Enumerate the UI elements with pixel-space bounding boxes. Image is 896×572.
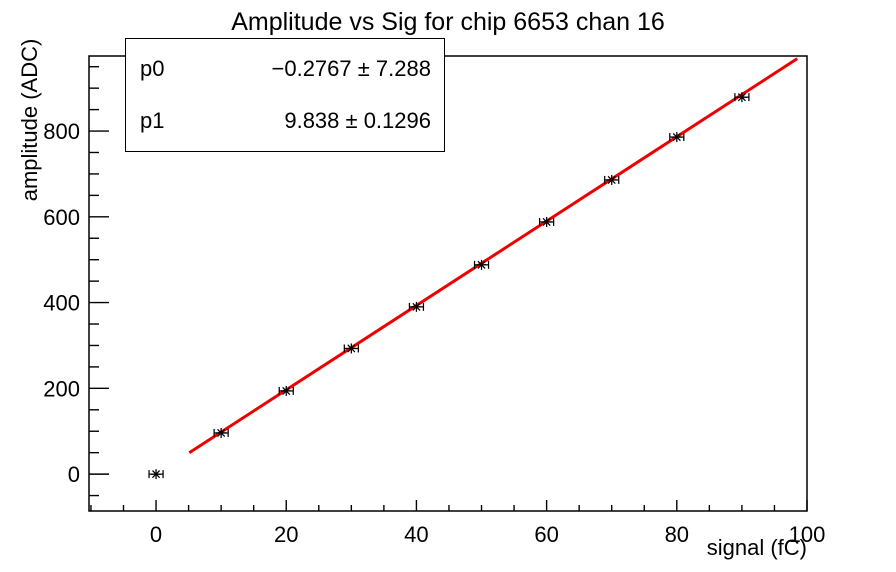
marker-asterisk-diagonal	[152, 470, 161, 479]
fit-param-p0-value: −0.2767 ± 7.288	[271, 56, 432, 81]
data-point	[278, 385, 294, 396]
y-axis-tick-label: 600	[43, 205, 80, 230]
x-axis-tick-label: 100	[789, 522, 826, 547]
marker-asterisk-diagonal	[477, 260, 486, 269]
marker-asterisk-diagonal	[542, 217, 551, 227]
fit-stats-box: p0 −0.2767 ± 7.288 p1 9.838 ± 0.1296	[125, 38, 445, 152]
data-point	[604, 174, 620, 185]
marker-asterisk-diagonal	[737, 93, 746, 102]
y-axis-title: amplitude (ADC)	[17, 39, 42, 202]
fit-param-p1-value: 9.838 ± 0.1296	[284, 108, 431, 133]
data-point	[408, 301, 425, 312]
data-point	[473, 259, 490, 270]
plot-frame	[88, 55, 808, 512]
data-point	[669, 132, 685, 143]
data-point	[148, 469, 164, 480]
x-axis-tick-label: 0	[150, 522, 162, 547]
stats-row-p0: p0 −0.2767 ± 7.288	[126, 56, 444, 82]
marker-asterisk-diagonal	[217, 428, 226, 437]
x-axis-tick-label: 40	[404, 522, 428, 547]
y-axis-tick-label: 800	[43, 119, 80, 144]
fit-param-p0-name: p0	[140, 56, 165, 81]
marker-asterisk-diagonal	[347, 344, 356, 353]
x-axis-tick-label: 60	[534, 522, 558, 547]
x-axis-tick-label: 20	[274, 522, 298, 547]
data-point	[538, 216, 555, 227]
marker-asterisk-diagonal	[412, 302, 421, 311]
y-axis-tick-label: 0	[68, 462, 80, 487]
chart-title: Amplitude vs Sig for chip 6653 chan 16	[231, 8, 665, 36]
data-point	[213, 427, 229, 438]
fit-param-p1-name: p1	[140, 108, 165, 133]
data-point	[734, 92, 750, 103]
fit-line	[188, 57, 799, 454]
marker-asterisk-diagonal	[282, 386, 291, 395]
marker-asterisk-diagonal	[607, 175, 616, 184]
y-axis-tick-label: 200	[43, 376, 80, 401]
stats-row-p1: p1 9.838 ± 0.1296	[126, 108, 444, 134]
x-axis-title: signal (fC)	[707, 535, 807, 560]
x-axis-tick-label: 80	[665, 522, 689, 547]
data-point	[343, 343, 359, 354]
marker-asterisk-diagonal	[672, 133, 681, 142]
y-axis-tick-label: 400	[43, 291, 80, 316]
